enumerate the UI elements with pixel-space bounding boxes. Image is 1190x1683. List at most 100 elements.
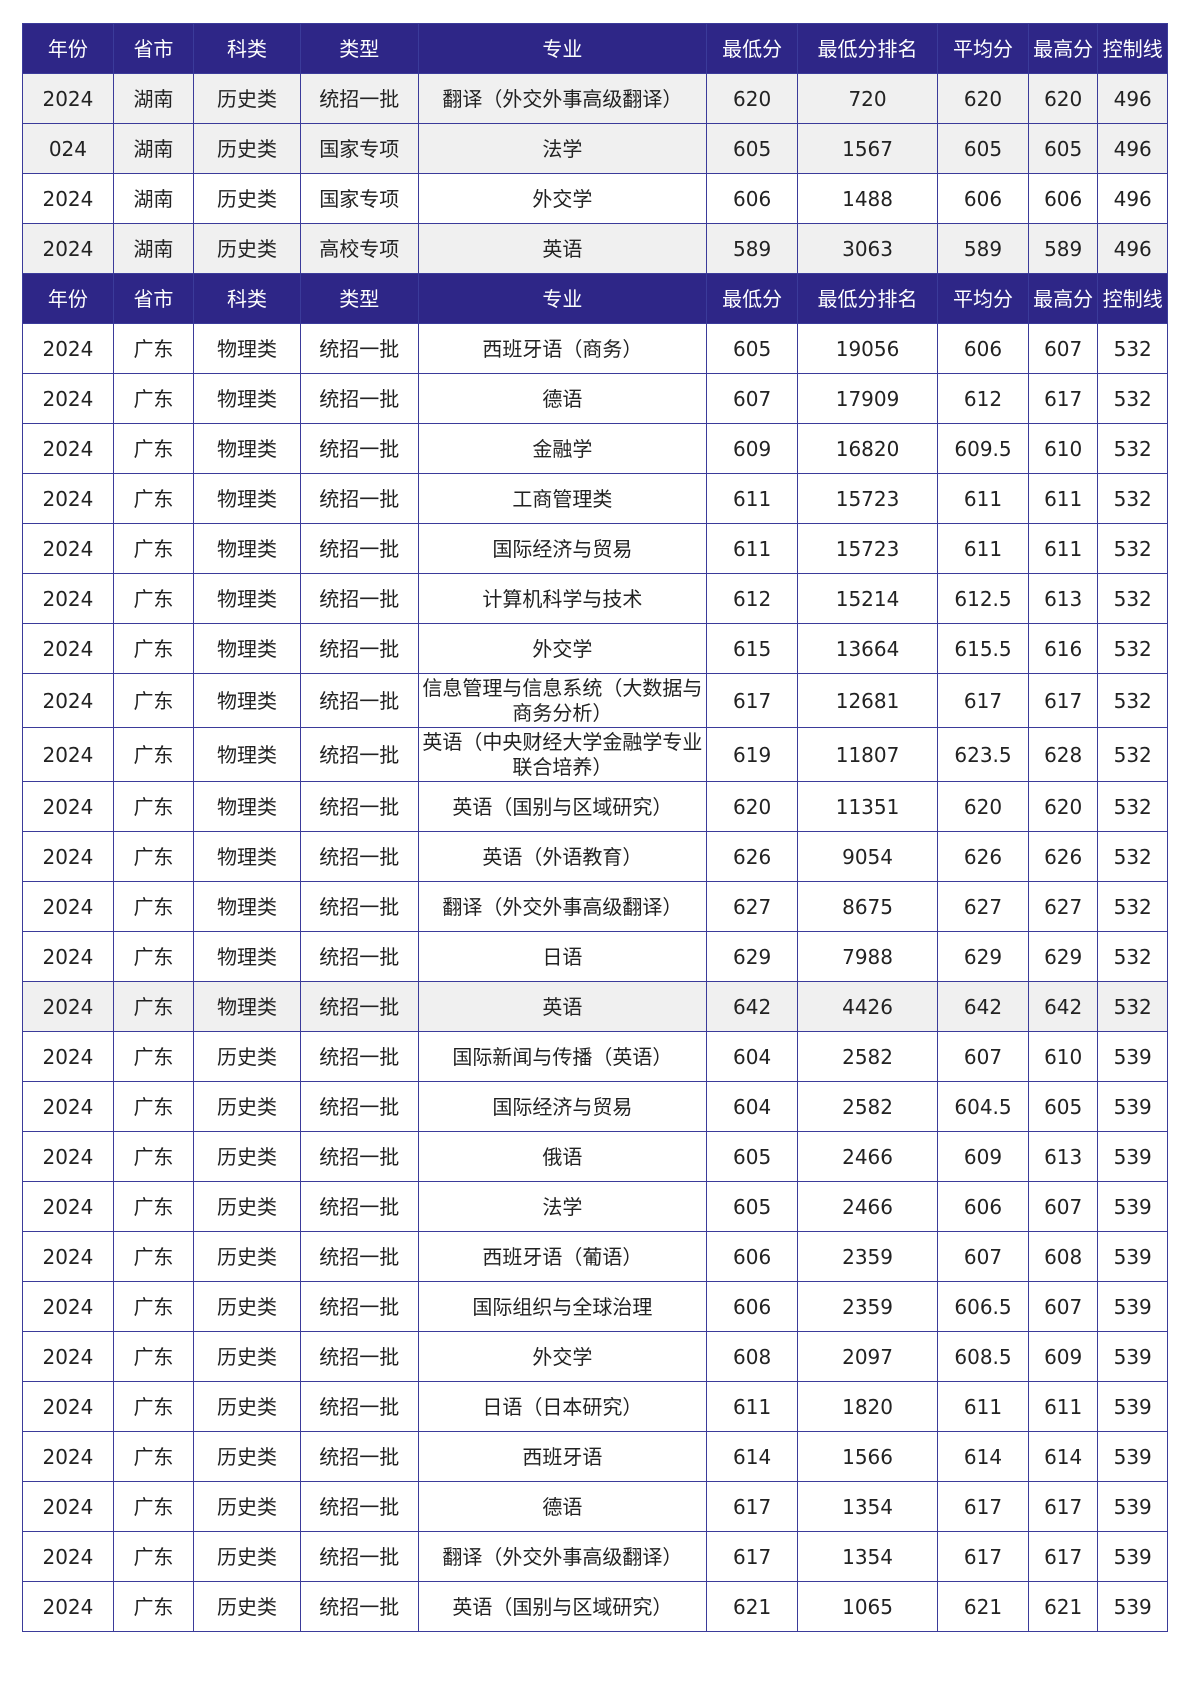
cell-avg-score: 605 (937, 123, 1029, 174)
table-row: 2024 广东 历史类 统招一批 日语（日本研究） 611 1820 611 611 539 (22, 1381, 1168, 1432)
cell-subject: 历史类 (193, 1481, 301, 1532)
cell-type: 统招一批 (299, 1181, 419, 1232)
cell-avg-score: 623.5 (937, 727, 1029, 782)
cell-control-line: 532 (1097, 323, 1168, 374)
cell-avg-score: 606 (937, 323, 1029, 374)
cell-min-rank: 11807 (797, 727, 939, 782)
cell-min-score: 607 (706, 373, 799, 424)
cell-subject: 物理类 (193, 727, 301, 782)
cell-min-score: 629 (706, 931, 799, 982)
cell-province: 广东 (112, 423, 195, 474)
cell-year: 2024 (22, 1081, 114, 1132)
cell-subject: 物理类 (193, 373, 301, 424)
table-row: 2024 广东 历史类 统招一批 国际经济与贸易 604 2582 604.5 605 539 (22, 1081, 1168, 1132)
cell-min-score: 611 (706, 1381, 799, 1432)
cell-max-score: 609 (1027, 1331, 1099, 1382)
cell-year: 2024 (22, 1231, 114, 1282)
cell-subject: 物理类 (193, 323, 301, 374)
cell-min-rank: 1065 (797, 1581, 939, 1632)
cell-province: 广东 (112, 1531, 195, 1582)
table-row: 2024 广东 历史类 统招一批 西班牙语 614 1566 614 614 539 (22, 1431, 1168, 1482)
column-header-major: 专业 (417, 273, 708, 324)
column-header-min-rank: 最低分排名 (797, 273, 939, 324)
cell-control-line: 539 (1097, 1031, 1168, 1082)
cell-province: 广东 (112, 1581, 195, 1632)
column-header-subject: 科类 (193, 23, 301, 74)
table-row: 2024 广东 物理类 统招一批 英语（中央财经大学金融学专业联合培养） 619 11807… (22, 727, 1168, 782)
cell-min-rank: 2359 (797, 1281, 939, 1332)
cell-avg-score: 589 (937, 223, 1029, 274)
cell-max-score: 610 (1027, 423, 1099, 474)
cell-control-line: 539 (1097, 1381, 1168, 1432)
cell-year: 2024 (22, 981, 114, 1032)
cell-control-line: 532 (1097, 373, 1168, 424)
cell-major: 英语（国别与区域研究） (417, 1581, 708, 1632)
column-header-type: 类型 (299, 273, 419, 324)
column-header-type: 类型 (299, 23, 419, 74)
cell-subject: 历史类 (193, 1181, 301, 1232)
cell-major: 俄语 (417, 1131, 708, 1182)
cell-avg-score: 617 (937, 673, 1029, 728)
table-row: 2024 广东 物理类 统招一批 英语 642 4426 642 642 532 (22, 981, 1168, 1032)
cell-major: 工商管理类 (417, 473, 708, 524)
cell-province: 广东 (112, 1181, 195, 1232)
cell-province: 广东 (112, 981, 195, 1032)
cell-max-score: 614 (1027, 1431, 1099, 1482)
cell-avg-score: 642 (937, 981, 1029, 1032)
cell-avg-score: 608.5 (937, 1331, 1029, 1382)
table-row: 2024 广东 历史类 统招一批 翻译（外交外事高级翻译） 617 1354 617 617 53… (22, 1531, 1168, 1582)
cell-major: 英语（中央财经大学金融学专业联合培养） (417, 727, 708, 782)
cell-year: 2024 (22, 931, 114, 982)
cell-major: 西班牙语（葡语） (417, 1231, 708, 1282)
cell-subject: 历史类 (193, 73, 301, 124)
column-header-year: 年份 (22, 273, 114, 324)
cell-type: 国家专项 (299, 123, 419, 174)
column-header-min-score: 最低分 (706, 273, 799, 324)
table-row: 2024 广东 历史类 统招一批 国际新闻与传播（英语） 604 2582 607 610 539 (22, 1031, 1168, 1082)
cell-type: 统招一批 (299, 1531, 419, 1582)
table-row: 2024 广东 物理类 统招一批 信息管理与信息系统（大数据与商务分析） 617 12681… (22, 673, 1168, 728)
cell-year: 2024 (22, 1581, 114, 1632)
cell-min-score: 614 (706, 1431, 799, 1482)
cell-major: 日语（日本研究） (417, 1381, 708, 1432)
cell-major: 翻译（外交外事高级翻译） (417, 1531, 708, 1582)
cell-avg-score: 611 (937, 1381, 1029, 1432)
table-row: 2024 广东 物理类 统招一批 计算机科学与技术 612 15214 612.5 613 532 (22, 573, 1168, 624)
cell-min-rank: 2359 (797, 1231, 939, 1282)
cell-type: 国家专项 (299, 173, 419, 224)
cell-min-rank: 720 (797, 73, 939, 124)
cell-subject: 历史类 (193, 1131, 301, 1182)
cell-province: 广东 (112, 1031, 195, 1082)
cell-province: 广东 (112, 727, 195, 782)
cell-control-line: 496 (1097, 73, 1168, 124)
cell-province: 广东 (112, 1431, 195, 1482)
cell-province: 湖南 (112, 73, 195, 124)
cell-min-score: 605 (706, 123, 799, 174)
table-row: 2024 广东 物理类 统招一批 德语 607 17909 612 617 532 (22, 373, 1168, 424)
cell-min-rank: 15214 (797, 573, 939, 624)
cell-major: 计算机科学与技术 (417, 573, 708, 624)
cell-subject: 物理类 (193, 523, 301, 574)
cell-max-score: 611 (1027, 473, 1099, 524)
cell-min-rank: 12681 (797, 673, 939, 728)
cell-max-score: 628 (1027, 727, 1099, 782)
cell-subject: 历史类 (193, 1381, 301, 1432)
cell-avg-score: 629 (937, 931, 1029, 982)
column-header-subject: 科类 (193, 273, 301, 324)
cell-type: 统招一批 (299, 1231, 419, 1282)
cell-year: 2024 (22, 623, 114, 674)
cell-year: 2024 (22, 673, 114, 728)
cell-max-score: 608 (1027, 1231, 1099, 1282)
cell-max-score: 621 (1027, 1581, 1099, 1632)
cell-avg-score: 620 (937, 781, 1029, 832)
cell-min-rank: 1354 (797, 1481, 939, 1532)
cell-max-score: 610 (1027, 1031, 1099, 1082)
column-header-major: 专业 (417, 23, 708, 74)
cell-min-rank: 2582 (797, 1081, 939, 1132)
cell-min-score: 611 (706, 473, 799, 524)
cell-major: 国际经济与贸易 (417, 1081, 708, 1132)
cell-province: 广东 (112, 1231, 195, 1282)
table-row: 2024 广东 历史类 统招一批 法学 605 2466 606 607 539 (22, 1181, 1168, 1232)
cell-avg-score: 614 (937, 1431, 1029, 1482)
